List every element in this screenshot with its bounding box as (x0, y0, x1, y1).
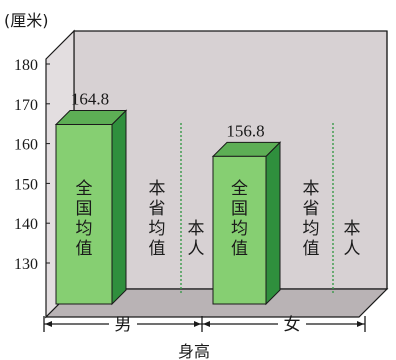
bars: 164.8 156.8 (54, 89, 282, 306)
bracket-arrow (45, 321, 52, 327)
bar-side (111, 109, 127, 306)
group-label: 女 (284, 315, 301, 335)
bar-category-label: 全 (76, 179, 93, 199)
y-unit-label: (厘米) (4, 11, 49, 30)
bracket-arrow (203, 321, 210, 327)
y-tick-label: 170 (14, 97, 38, 114)
bar (212, 155, 267, 305)
category-label: 省 (149, 199, 166, 219)
bar-category-label: 全 (231, 179, 248, 199)
category-label: 本 (188, 219, 205, 239)
bracket-arrow (357, 321, 364, 327)
bar-category-label: 值 (231, 239, 248, 259)
y-tick-label: 140 (14, 216, 38, 233)
bar-category-label: 值 (76, 239, 93, 259)
bar-value-label: 164.8 (71, 89, 109, 108)
category-label: 本 (303, 179, 320, 199)
bar-category-label: 均 (231, 219, 248, 239)
bar (55, 123, 113, 305)
category-label: 本 (344, 219, 361, 239)
bar-category-label: 均 (76, 219, 93, 239)
group-brackets: 男女 (43, 315, 366, 335)
bar-category-label: 国 (76, 199, 93, 219)
x-axis-label: 身高 (178, 342, 210, 360)
dotted-lines (180, 123, 334, 294)
category-label: 均 (149, 219, 166, 239)
bar-side (265, 141, 281, 306)
bracket-arrow (194, 321, 201, 327)
y-ticks: 180 170 160 150 140 130 (14, 57, 50, 273)
bar-category-label: 国 (231, 199, 248, 219)
category-label: 省 (303, 199, 320, 219)
bar-value-label: 156.8 (226, 121, 264, 140)
category-label: 人 (188, 239, 205, 259)
y-tick-label: 130 (14, 256, 38, 273)
y-tick-label: 160 (14, 137, 38, 154)
y-tick-label: 150 (14, 176, 38, 193)
category-label: 均 (303, 219, 320, 239)
group-label: 男 (115, 315, 132, 335)
category-label: 值 (149, 239, 166, 259)
y-tick-label: 180 (14, 57, 38, 74)
category-label: 值 (303, 239, 320, 259)
category-label: 本 (149, 179, 166, 199)
category-label: 人 (344, 239, 361, 259)
